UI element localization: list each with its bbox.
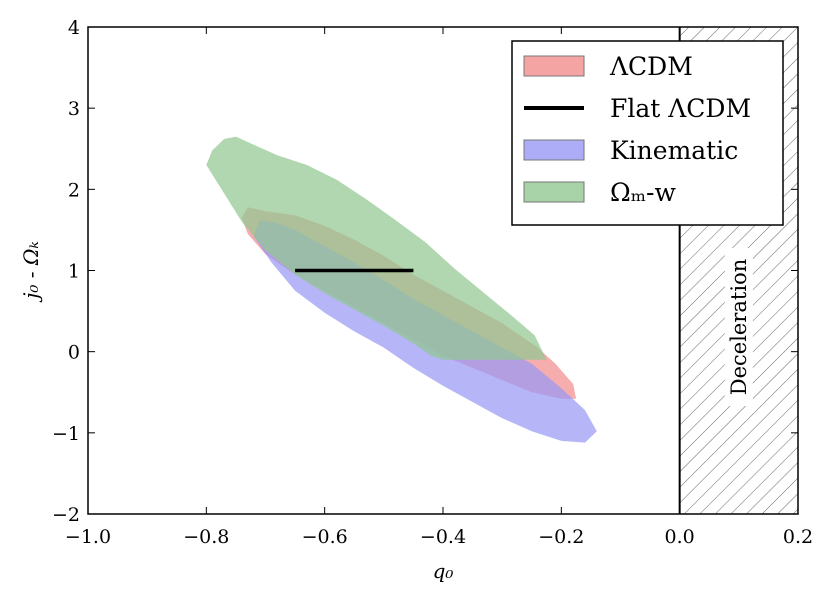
legend-label: Kinematic [610, 136, 738, 165]
x-axis-label: q₀ [433, 559, 454, 583]
x-tick-label: −0.8 [183, 526, 229, 548]
x-tick-label: −0.4 [420, 526, 466, 548]
y-tick-label: 4 [68, 17, 80, 39]
legend-label: Ωₘ-w [610, 178, 677, 207]
legend-swatch [523, 55, 585, 77]
y-tick-label: 0 [68, 342, 80, 364]
x-tick-label: 0.2 [783, 526, 813, 548]
x-tick-label: −1.0 [65, 526, 111, 548]
deceleration-label-bg [724, 248, 753, 406]
x-tick-label: 0.0 [665, 526, 695, 548]
y-tick-label: 1 [68, 261, 80, 283]
y-tick-label: 2 [68, 179, 80, 201]
x-tick-label: −0.6 [302, 526, 348, 548]
x-tick-label: −0.2 [538, 526, 584, 548]
legend-swatch [523, 181, 585, 203]
deceleration-label: Deceleration [727, 259, 751, 395]
y-tick-label: −2 [52, 504, 80, 526]
y-tick-label: −1 [52, 423, 80, 445]
legend-swatch [523, 139, 585, 161]
axes: Deceleration −1.0 −0.8 −0.6 −0.4 −0.2 0.0 0.2 −2… [19, 17, 813, 583]
legend-label: Flat ΛCDM [610, 94, 751, 123]
y-axis-label: j₀ - Ωₖ [19, 241, 43, 303]
region-omega-m-w [206, 136, 547, 360]
legend: ΛCDM Flat ΛCDM Kinematic Ωₘ-w [511, 40, 784, 226]
legend-label: ΛCDM [609, 52, 693, 81]
y-tick-label: 3 [68, 98, 80, 120]
